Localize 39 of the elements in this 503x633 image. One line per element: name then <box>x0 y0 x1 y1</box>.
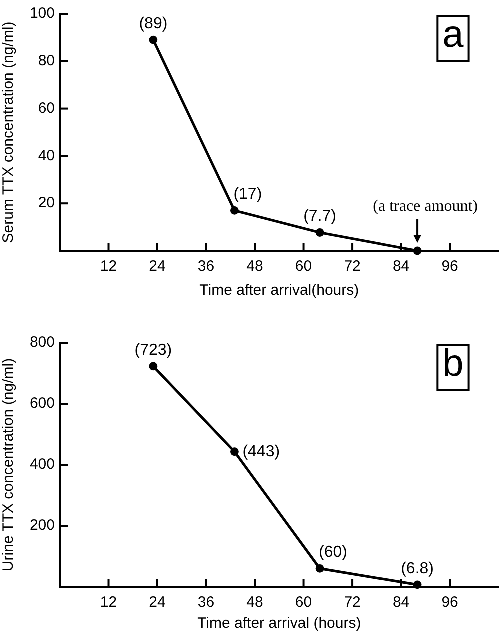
x-tick-label: 12 <box>100 594 118 612</box>
x-tick-label: 60 <box>295 258 312 276</box>
y-tick-label: 400 <box>30 456 55 474</box>
x-tick-label: 24 <box>149 258 166 276</box>
y-tick-label: 40 <box>38 147 55 164</box>
x-tick-label: 84 <box>392 594 410 612</box>
x-tick-label: 36 <box>198 594 215 612</box>
annotation: b <box>442 342 464 385</box>
data-label: (6.8) <box>401 560 434 578</box>
data-label: (443) <box>242 443 280 460</box>
annotation: a <box>442 14 465 56</box>
y-tick-label: 600 <box>30 395 55 412</box>
x-tick-label: 72 <box>344 594 361 612</box>
y-tick-label: 200 <box>30 517 55 534</box>
x-tick-label: 72 <box>344 258 361 276</box>
x-axis-title: Time after arrival(hours) <box>200 282 360 300</box>
x-axis-title: Time after arrival (hours) <box>198 615 362 632</box>
x-tick-label: 96 <box>442 258 458 276</box>
x-tick-label: 36 <box>198 258 215 276</box>
annotation: (a trace amount) <box>373 198 478 216</box>
y-tick-label: 20 <box>38 194 55 212</box>
y-axis-title: Urine TTX concentration (ng/ml) <box>0 358 18 572</box>
y-axis-title: Serum TTX concentration (ng/ml) <box>0 22 18 244</box>
x-tick-label: 12 <box>100 258 118 276</box>
data-label: (17) <box>234 186 262 204</box>
x-tick-label: 48 <box>246 594 264 612</box>
data-label: (7.7) <box>304 208 336 226</box>
x-tick-label: 24 <box>149 594 166 612</box>
x-tick-label: 60 <box>295 594 312 612</box>
x-tick-label: 96 <box>442 594 458 612</box>
data-label: (60) <box>319 544 348 562</box>
data-label: (89) <box>139 15 168 32</box>
x-tick-label: 48 <box>246 258 264 276</box>
data-label: (723) <box>134 342 172 359</box>
y-tick-label: 60 <box>38 100 55 117</box>
y-tick-label: 80 <box>38 52 55 70</box>
x-tick-label: 84 <box>392 258 410 276</box>
y-tick-label: 100 <box>30 5 55 22</box>
y-tick-label: 800 <box>30 334 55 352</box>
